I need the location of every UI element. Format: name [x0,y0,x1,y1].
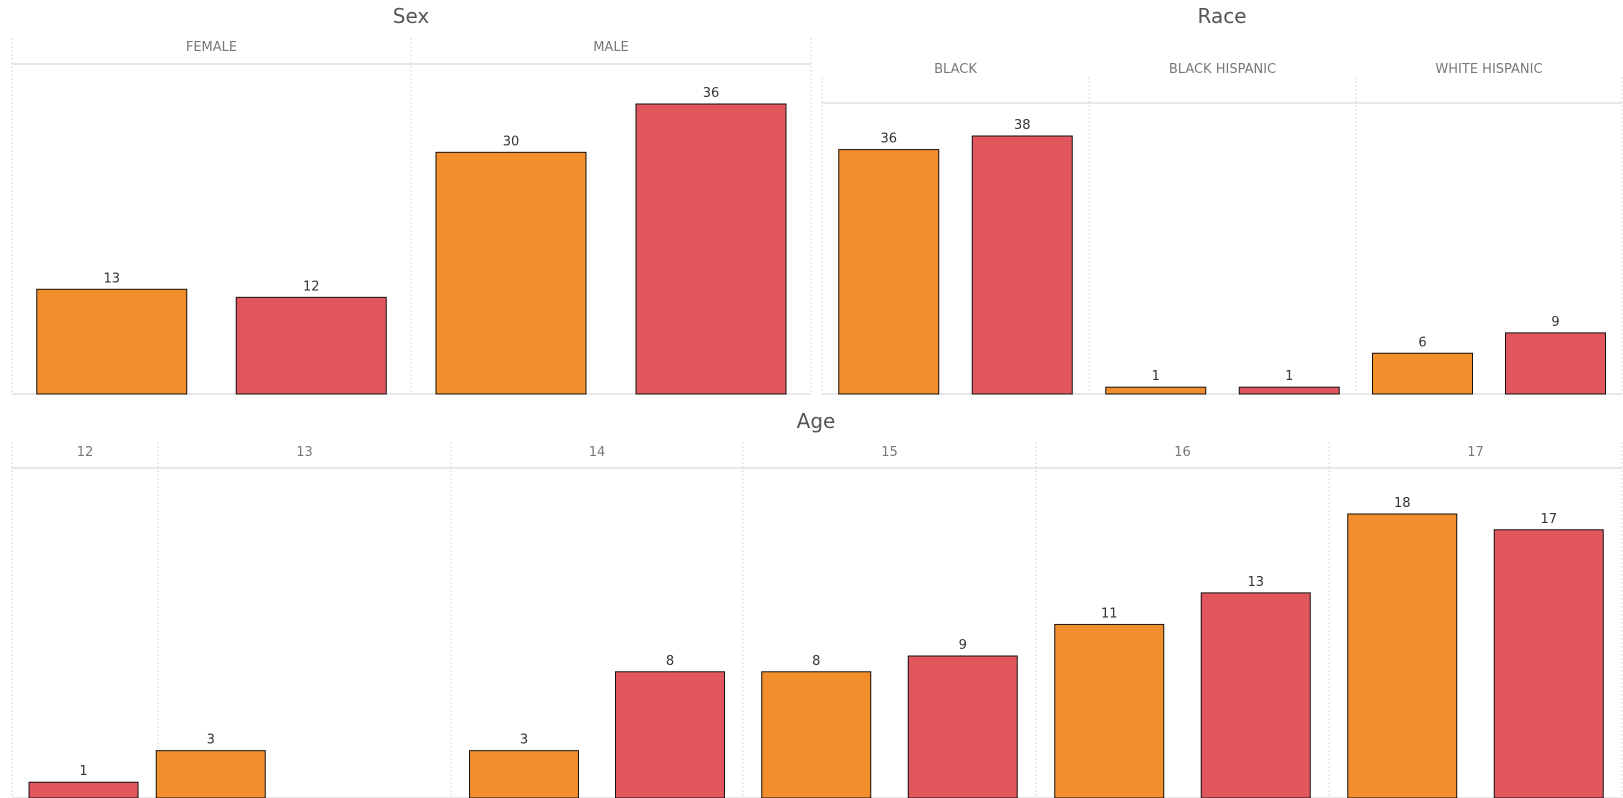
race-black-hispanic-header: BLACK HISPANIC [1169,62,1276,77]
sex-female-value-label-2: 12 [303,279,320,294]
age-15-value-label-1: 8 [812,654,820,669]
race-black-bar-1 [838,149,940,395]
age-14-header: 14 [589,445,606,460]
age-13-bar-1 [155,750,266,798]
race-white-hispanic-bar-2 [1505,332,1606,395]
sex-male-bar-1 [435,151,587,395]
race-black-value-label-2: 38 [1014,118,1031,133]
age-12-header: 12 [77,445,94,460]
age-12-bar-1 [28,781,139,798]
age-chart: 12 1 13 3 14 3 8 15 8 9 16 11 13 17 18 17 [11,442,1623,798]
race-chart: BLACK 36 38 BLACK HISPANIC 1 1 WHITE HISPANIC 6… [821,62,1623,395]
age-chart-title: Age [797,409,836,433]
age-16-bar-2 [1200,592,1311,798]
age-15-bar-1 [761,671,872,798]
age-16-value-label-1: 11 [1101,606,1118,621]
age-17-value-label-2: 17 [1540,512,1557,527]
sex-male-header: MALE [593,40,629,55]
sex-female-value-label-1: 13 [103,271,120,286]
sex-female-bar-1 [36,288,188,395]
sex-chart: FEMALE 13 12 MALE 30 36 [11,38,812,395]
age-15-value-label-2: 9 [959,638,967,653]
race-white-hispanic-value-label-2: 9 [1551,315,1559,330]
age-17-bar-1 [1347,513,1458,798]
sex-male-value-label-2: 36 [703,86,720,101]
age-14-value-label-1: 3 [520,733,528,748]
age-16-bar-1 [1054,623,1165,798]
age-16-value-label-2: 13 [1247,575,1264,590]
age-14-bar-1 [469,750,579,798]
age-13-value-label-1: 3 [207,733,215,748]
age-12-value-label-1: 1 [79,764,87,779]
age-15-header: 15 [881,445,898,460]
race-black-value-label-1: 36 [880,132,897,147]
race-black-bar-2 [971,135,1073,395]
age-13-header: 13 [296,445,313,460]
race-black-hispanic-bar-1 [1105,386,1207,395]
sex-female-header: FEMALE [186,40,237,55]
age-16-header: 16 [1174,445,1191,460]
race-white-hispanic-header: WHITE HISPANIC [1435,62,1542,77]
age-15-bar-2 [907,655,1018,798]
age-17-value-label-1: 18 [1394,496,1411,511]
race-black-hispanic-bar-2 [1238,386,1340,395]
race-white-hispanic-bar-1 [1372,352,1473,395]
race-white-hispanic-value-label-1: 6 [1418,335,1426,350]
sex-female-bar-2 [235,296,387,395]
race-black-hispanic-value-label-1: 1 [1152,369,1160,384]
age-17-header: 17 [1467,445,1484,460]
sex-chart-title: Sex [393,4,430,28]
race-black-header: BLACK [934,62,977,77]
age-14-value-label-2: 8 [666,654,674,669]
age-17-bar-2 [1493,529,1604,798]
sex-male-value-label-1: 30 [503,134,520,149]
race-chart-title: Race [1197,4,1246,28]
age-14-bar-2 [615,671,725,798]
sex-male-bar-2 [635,103,787,395]
race-black-hispanic-value-label-2: 1 [1285,369,1293,384]
